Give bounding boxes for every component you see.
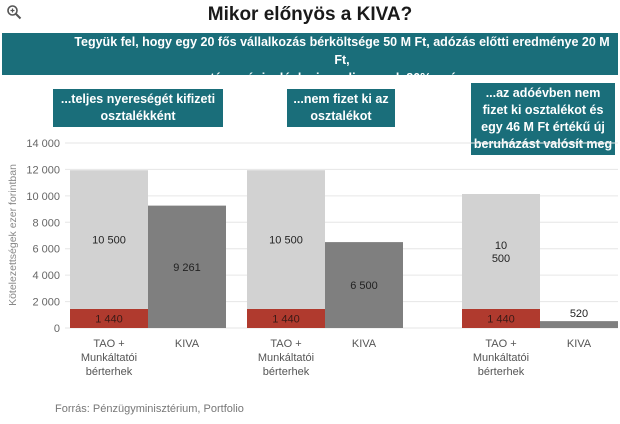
bar-segment bbox=[247, 308, 325, 328]
callout-line: fizet ki osztalékot és bbox=[482, 103, 604, 117]
bar-segment bbox=[462, 308, 540, 328]
bar-segment bbox=[325, 242, 403, 328]
chart-title: Mikor előnyös a KIVA? bbox=[207, 4, 413, 25]
data-label: 6 500 bbox=[350, 280, 378, 292]
x-tick-label: bérterhek bbox=[263, 366, 310, 378]
data-label: 1 440 bbox=[487, 313, 515, 325]
bar-segment bbox=[70, 308, 148, 328]
x-tick-label: Munkáltatói bbox=[81, 352, 137, 364]
x-tick-label: KIVA bbox=[352, 338, 377, 350]
banner-line: Tegyük fel, hogy egy 20 fős vállalkozás … bbox=[74, 35, 610, 67]
bar-segment bbox=[70, 170, 148, 309]
data-label: 1 440 bbox=[95, 313, 123, 325]
x-tick-label: TAO + bbox=[485, 338, 516, 350]
x-tick-label: Munkáltatói bbox=[473, 352, 529, 364]
x-tick-label: KIVA bbox=[567, 338, 592, 350]
y-tick-label: 14 000 bbox=[26, 138, 60, 150]
y-axis-label: Kötelezettségek ezer forintban bbox=[7, 164, 19, 306]
x-tick-label: TAO + bbox=[270, 338, 301, 350]
data-label: 1 440 bbox=[272, 313, 300, 325]
y-tick-label: 6 000 bbox=[32, 244, 60, 256]
x-tick-label: bérterhek bbox=[478, 366, 525, 378]
callout-line: egy 46 M Ft értékű új bbox=[481, 120, 605, 134]
x-tick-label: KIVA bbox=[175, 338, 200, 350]
callout-line: ...az adóévben nem bbox=[485, 86, 601, 100]
bar-segment bbox=[462, 194, 540, 309]
data-label: 520 bbox=[570, 308, 588, 320]
x-tick-label: Munkáltatói bbox=[258, 352, 314, 364]
callout-scenario-1: ...teljes nyereségét kifizeti osztalékké… bbox=[53, 89, 223, 127]
data-label: 500 bbox=[492, 253, 510, 265]
x-tick-label: TAO + bbox=[93, 338, 124, 350]
data-label: 10 500 bbox=[92, 235, 126, 247]
callout-scenario-2: ...nem fizet ki az osztalékot bbox=[287, 89, 395, 127]
assumption-banner: Tegyük fel, hogy egy 20 fős vállalkozás … bbox=[2, 33, 618, 85]
callout-line: ...nem fizet ki az bbox=[293, 92, 389, 106]
callout-line: ...teljes nyereségét kifizeti bbox=[60, 92, 216, 106]
y-tick-label: 8 000 bbox=[32, 217, 60, 229]
data-label: 10 500 bbox=[269, 235, 303, 247]
callout-line: osztalékként bbox=[100, 109, 176, 123]
source-note: Forrás: Pénzügyminisztérium, Portfolio bbox=[55, 403, 244, 415]
x-tick-label: bérterhek bbox=[86, 366, 133, 378]
y-tick-label: 10 000 bbox=[26, 191, 60, 203]
data-label: 10 bbox=[495, 240, 507, 252]
bar-segment bbox=[540, 321, 618, 328]
data-label: 9 261 bbox=[173, 262, 201, 274]
y-tick-label: 4 000 bbox=[32, 270, 60, 282]
callout-line: osztalékot bbox=[310, 109, 372, 123]
bar-segment bbox=[148, 205, 226, 328]
bar-segment bbox=[247, 170, 325, 309]
callout-line: beruházást valósít meg bbox=[473, 137, 613, 151]
y-tick-label: 0 bbox=[54, 323, 60, 335]
y-tick-label: 12 000 bbox=[26, 164, 60, 176]
y-tick-label: 2 000 bbox=[32, 297, 60, 309]
zoom-in-icon[interactable] bbox=[6, 4, 22, 20]
banner-line: társasági adóalapja pedig ennek 80%-a, é… bbox=[210, 71, 474, 85]
